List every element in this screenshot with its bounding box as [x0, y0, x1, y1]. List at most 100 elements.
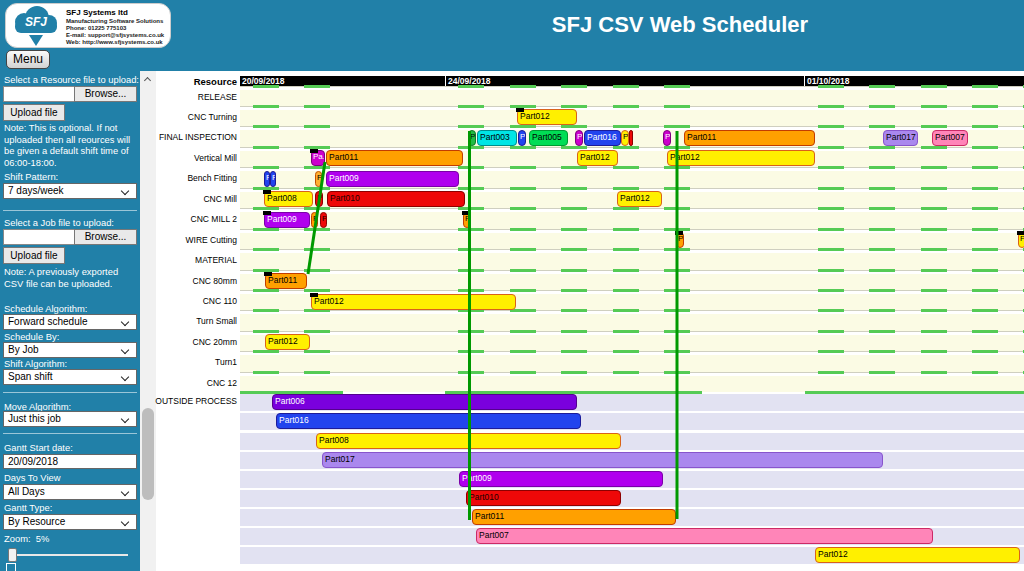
- shift-marker: [458, 166, 484, 169]
- gantt-bar-F[interactable]: F: [270, 171, 276, 187]
- shift-marker: [869, 350, 895, 353]
- gantt-bar-F[interactable]: F: [315, 171, 322, 187]
- shift-marker: [510, 350, 536, 353]
- gantt-bar-Part010[interactable]: Part010: [466, 490, 621, 506]
- shift-marker: [972, 85, 998, 88]
- gantt-bar-Part017[interactable]: Part017: [883, 130, 918, 146]
- job-browse-button[interactable]: Browse...: [74, 229, 137, 245]
- shift-marker: [613, 289, 639, 292]
- move-algorithm-value: Just this job: [8, 413, 61, 424]
- shift-marker: [253, 289, 279, 292]
- shift-marker: [510, 166, 536, 169]
- gantt-bar-Part012[interactable]: Part012: [311, 294, 516, 310]
- gantt-bar-P[interactable]: P: [621, 130, 629, 146]
- partial-checkbox[interactable]: [6, 563, 16, 571]
- shift-marker: [253, 309, 279, 312]
- shift-marker: [818, 207, 844, 210]
- gantt-bar-Part008[interactable]: Part008: [264, 191, 313, 207]
- resource-file-text[interactable]: [3, 86, 75, 102]
- gantt-bar-Part012[interactable]: Part012: [577, 150, 618, 166]
- shift-marker: [458, 371, 484, 374]
- gantt-bar-Part012[interactable]: Part012: [265, 334, 310, 350]
- gantt-row: [240, 229, 1024, 249]
- move-algorithm-select[interactable]: Just this job: [3, 411, 137, 427]
- gantt-bar-Part010[interactable]: Part010: [327, 191, 465, 207]
- gantt-bar-Part011[interactable]: Part011: [472, 509, 676, 525]
- gantt-bar-Part016[interactable]: Part016: [584, 130, 621, 146]
- gantt-bar-Part016[interactable]: Part016: [276, 413, 581, 429]
- shift-marker: [613, 350, 639, 353]
- divider: [3, 210, 137, 211]
- schedule-algorithm-select[interactable]: Forward schedule: [3, 314, 137, 330]
- gantt-bar-P[interactable]: P: [315, 191, 323, 207]
- schedule-by-select[interactable]: By Job: [3, 342, 137, 358]
- shift-algorithm-select[interactable]: Span shift: [3, 369, 137, 385]
- gantt-bar-Part011[interactable]: Part011: [326, 150, 463, 166]
- resource-label: CNC Turning: [150, 112, 237, 122]
- gantt-bar-Part007[interactable]: Part007: [932, 130, 968, 146]
- shift-marker: [510, 125, 536, 128]
- job-file-input[interactable]: Browse...: [3, 229, 137, 245]
- scrollbar-up-button[interactable]: [140, 71, 156, 87]
- gantt-bar-Part009[interactable]: Part009: [326, 171, 459, 187]
- menu-button[interactable]: Menu: [6, 50, 50, 69]
- resource-label: Turn1: [150, 357, 237, 367]
- svg-text:SFJ: SFJ: [25, 15, 47, 29]
- gantt-bar-Part003[interactable]: Part003: [477, 130, 517, 146]
- gantt-row: [240, 86, 1024, 106]
- resource-file-label: Select a Resource file to upload:: [4, 74, 139, 85]
- gantt-bar-P[interactable]: P: [518, 130, 526, 146]
- shift-marker: [304, 207, 330, 210]
- shift-marker: [921, 228, 947, 231]
- job-note: Note: A previously exported CSV file can…: [4, 266, 137, 289]
- gantt-bar-P[interactable]: P: [663, 130, 671, 146]
- bar-progress-marker: [462, 211, 470, 215]
- shift-marker: [253, 146, 279, 149]
- gantt-start-date-input[interactable]: 20/09/2018: [3, 454, 137, 469]
- page-title: SFJ CSV Web Scheduler: [552, 12, 808, 38]
- gantt-bar-Part007[interactable]: Part007: [476, 528, 933, 544]
- resource-file-input[interactable]: Browse...: [3, 86, 137, 102]
- gantt-bar-Part012[interactable]: Part012: [815, 547, 1020, 563]
- shift-marker: [613, 309, 639, 312]
- shift-marker: [664, 248, 690, 251]
- gantt-bar-Part006[interactable]: Part006: [272, 394, 577, 410]
- gantt-bar-P[interactable]: P: [575, 130, 583, 146]
- shift-marker: [664, 289, 690, 292]
- schedule-by-value: By Job: [8, 344, 39, 355]
- gantt-bar-Part012[interactable]: Part012: [517, 109, 577, 125]
- sfj-cloud-icon: SFJ: [12, 6, 62, 48]
- gantt-bar-Part008[interactable]: Part008: [316, 433, 621, 449]
- resource-upload-button[interactable]: Upload file: [3, 104, 65, 121]
- zoom-slider-track[interactable]: [8, 554, 128, 556]
- shift-marker: [664, 269, 690, 272]
- shift-marker: [869, 166, 895, 169]
- shift-marker: [869, 309, 895, 312]
- gantt-bar-blank[interactable]: [629, 130, 633, 146]
- shift-marker: [818, 269, 844, 272]
- shift-marker: [869, 146, 895, 149]
- gantt-bar-Part012[interactable]: Part012: [667, 150, 815, 166]
- resource-label: CNC 110: [150, 296, 237, 306]
- gantt-bar-Part011[interactable]: Part011: [684, 130, 815, 146]
- shift-marker: [972, 309, 998, 312]
- gantt-bar-P[interactable]: P: [320, 212, 327, 228]
- shift-marker: [818, 289, 844, 292]
- shift-pattern-select[interactable]: 7 days/week: [3, 183, 137, 199]
- gantt-bar-P[interactable]: P: [311, 212, 318, 228]
- job-upload-button[interactable]: Upload file: [3, 247, 65, 264]
- gantt-bar-P[interactable]: P: [468, 130, 476, 146]
- days-to-view-select[interactable]: All Days: [3, 484, 137, 500]
- gantt-bar-Part017[interactable]: Part017: [322, 452, 883, 468]
- zoom-slider-handle[interactable]: [8, 548, 17, 562]
- gantt-bar-Part012[interactable]: Part012: [617, 191, 662, 207]
- shift-marker: [818, 166, 844, 169]
- job-file-text[interactable]: [3, 229, 75, 245]
- resource-browse-button[interactable]: Browse...: [74, 86, 137, 102]
- scrollbar-thumb[interactable]: [142, 408, 154, 500]
- gantt-type-select[interactable]: By Resource: [3, 514, 137, 530]
- chevron-down-icon: [121, 488, 129, 496]
- shift-marker: [613, 187, 639, 190]
- gantt-bar-Part005[interactable]: Part005: [529, 130, 568, 146]
- gantt-bar-Part009[interactable]: Part009: [459, 471, 663, 487]
